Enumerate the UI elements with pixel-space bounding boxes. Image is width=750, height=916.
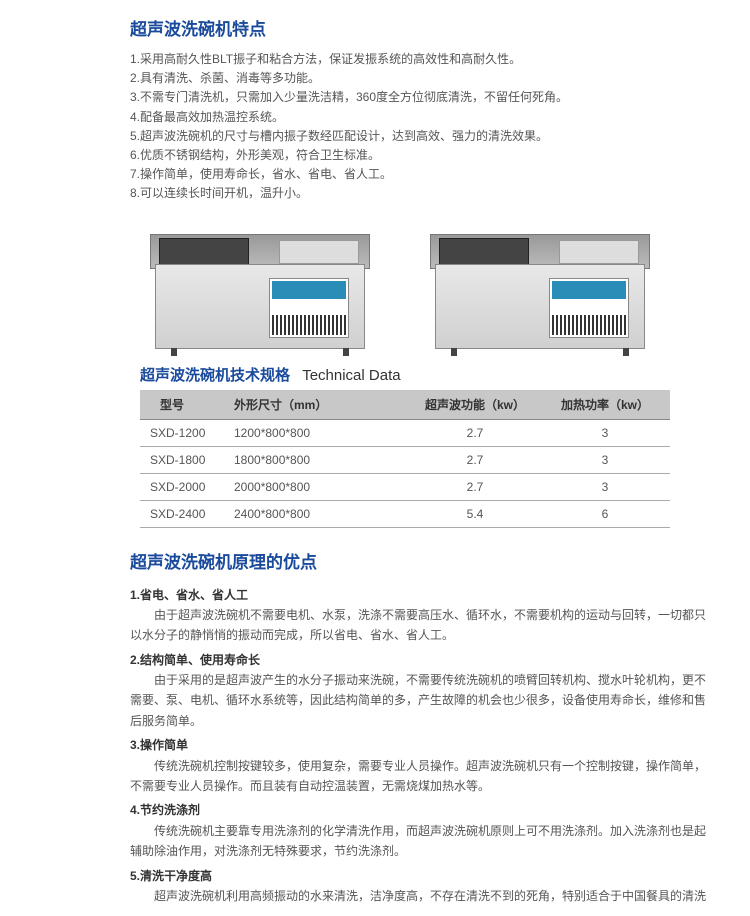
table-cell: 2000*800*800: [230, 473, 410, 500]
feature-item: 7.操作简单，使用寿命长，省水、省电、省人工。: [130, 165, 710, 184]
advantage-text: 由于超声波洗碗机不需要电机、水泵，洗涤不需要高压水、循环水，不需要机构的运动与回…: [130, 605, 710, 646]
advantages-title: 超声波洗碗机原理的优点: [130, 548, 710, 573]
table-cell: 2.7: [410, 419, 540, 446]
table-cell: SXD-2000: [140, 473, 230, 500]
advantage-subtitle: 4.节约洗涤剂: [130, 800, 710, 820]
table-cell: 3: [540, 446, 670, 473]
table-row: SXD-12001200*800*8002.73: [140, 419, 670, 446]
product-image-left: [145, 219, 375, 349]
feature-item: 2.具有清洗、杀菌、消毒等多功能。: [130, 69, 710, 88]
feature-item: 6.优质不锈钢结构，外形美观，符合卫生标准。: [130, 146, 710, 165]
table-header-cell: 加热功率（kw）: [540, 390, 670, 420]
table-cell: SXD-2400: [140, 500, 230, 527]
feature-item: 8.可以连续长时间开机，温升小。: [130, 184, 710, 203]
table-row: SXD-18001800*800*8002.73: [140, 446, 670, 473]
advantages-content: 1.省电、省水、省人工由于超声波洗碗机不需要电机、水泵，洗涤不需要高压水、循环水…: [130, 585, 710, 907]
table-cell: 5.4: [410, 500, 540, 527]
table-cell: 1200*800*800: [230, 419, 410, 446]
features-title: 超声波洗碗机特点: [130, 15, 710, 40]
feature-item: 4.配备最高效加热温控系统。: [130, 108, 710, 127]
advantage-subtitle: 1.省电、省水、省人工: [130, 585, 710, 605]
table-cell: 6: [540, 500, 670, 527]
advantage-subtitle: 3.操作简单: [130, 735, 710, 755]
advantage-text: 超声波洗碗机利用高频振动的水来清洗，洁净度高，不存在清洗不到的死角，特别适合于中…: [130, 886, 710, 906]
table-cell: SXD-1800: [140, 446, 230, 473]
advantage-subtitle: 5.清洗干净度高: [130, 866, 710, 886]
table-cell: SXD-1200: [140, 419, 230, 446]
tech-data-table: 型号外形尺寸（mm）超声波功能（kw）加热功率（kw） SXD-12001200…: [140, 390, 670, 528]
feature-item: 3.不需专门清洗机，只需加入少量洗洁精，360度全方位彻底清洗，不留任何死角。: [130, 88, 710, 107]
advantage-text: 由于采用的是超声波产生的水分子振动来洗碗，不需要传统洗碗机的喷臂回转机构、搅水叶…: [130, 670, 710, 731]
table-header-cell: 超声波功能（kw）: [410, 390, 540, 420]
advantage-text: 传统洗碗机主要靠专用洗涤剂的化学清洗作用，而超声波洗碗机原则上可不用洗涤剂。加入…: [130, 821, 710, 862]
tech-title-en: Technical Data: [302, 367, 400, 384]
table-cell: 3: [540, 419, 670, 446]
table-cell: 2400*800*800: [230, 500, 410, 527]
table-cell: 1800*800*800: [230, 446, 410, 473]
feature-item: 1.采用高耐久性BLT振子和粘合方法，保证发振系统的高效性和高耐久性。: [130, 50, 710, 69]
product-image-right: [425, 219, 655, 349]
table-header-cell: 外形尺寸（mm）: [230, 390, 410, 420]
tech-title-cn: 超声波洗碗机技术规格: [140, 367, 290, 384]
tech-data-title: 超声波洗碗机技术规格 Technical Data: [140, 364, 710, 385]
table-cell: 3: [540, 473, 670, 500]
feature-item: 5.超声波洗碗机的尺寸与槽内振子数经匹配设计，达到高效、强力的清洗效果。: [130, 127, 710, 146]
advantage-subtitle: 2.结构简单、使用寿命长: [130, 650, 710, 670]
product-images-row: [90, 219, 710, 349]
features-list: 1.采用高耐久性BLT振子和粘合方法，保证发振系统的高效性和高耐久性。2.具有清…: [130, 50, 710, 204]
table-cell: 2.7: [410, 473, 540, 500]
table-row: SXD-24002400*800*8005.46: [140, 500, 670, 527]
table-row: SXD-20002000*800*8002.73: [140, 473, 670, 500]
table-header-cell: 型号: [140, 390, 230, 420]
table-cell: 2.7: [410, 446, 540, 473]
